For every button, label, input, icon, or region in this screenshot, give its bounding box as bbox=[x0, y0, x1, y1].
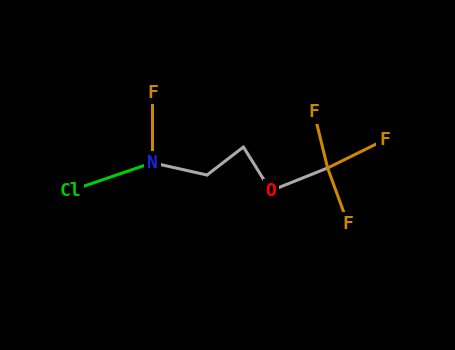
Text: F: F bbox=[308, 103, 319, 121]
Text: O: O bbox=[265, 182, 276, 200]
Text: F: F bbox=[379, 131, 390, 149]
Text: Cl: Cl bbox=[60, 182, 81, 200]
Text: F: F bbox=[147, 84, 158, 102]
Text: N: N bbox=[147, 154, 158, 172]
Text: F: F bbox=[343, 215, 354, 233]
